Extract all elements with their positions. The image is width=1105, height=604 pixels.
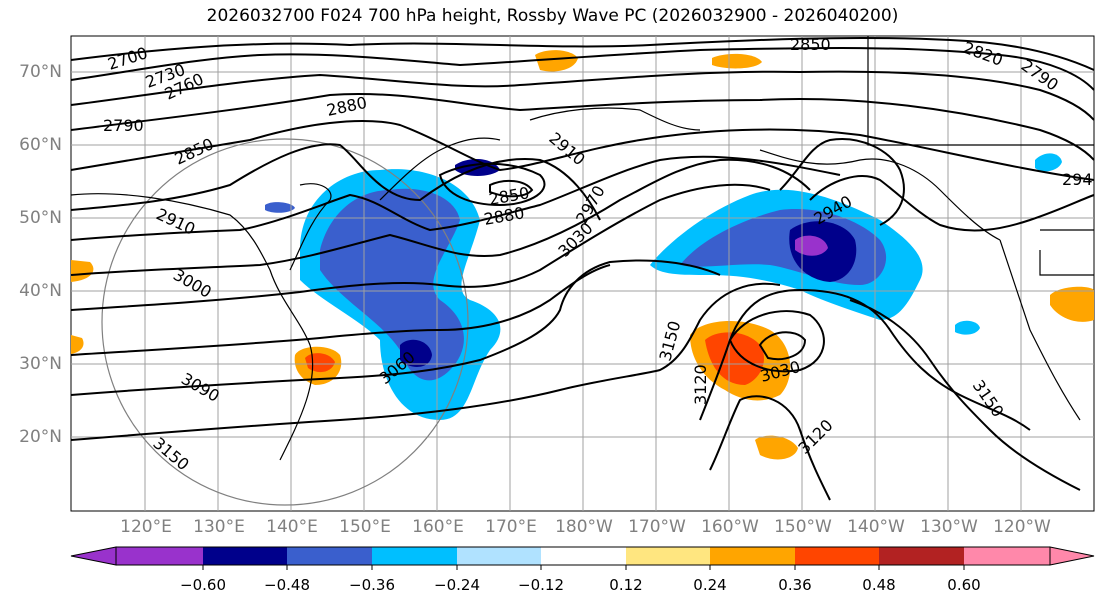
positive-anomaly-n bbox=[712, 53, 762, 69]
positive-anomaly-central-core bbox=[705, 332, 765, 385]
positive-anomaly-east-edge bbox=[1050, 286, 1094, 322]
colorbar-min-arrow bbox=[70, 546, 117, 566]
colorbar-tick-label: 0.36 bbox=[778, 576, 812, 594]
contour-label: 294 bbox=[1062, 170, 1093, 189]
lon-label: 160°W bbox=[701, 517, 759, 537]
negative-anomaly-east-peak bbox=[795, 235, 828, 256]
colorbar-bin bbox=[879, 547, 964, 565]
map-plot: 2700 2730 2760 2790 2850 2880 2910 2850 … bbox=[70, 35, 1095, 512]
colorbar-bin bbox=[457, 547, 541, 565]
negative-anomaly-small-ne bbox=[1035, 153, 1062, 172]
lat-label: 30°N bbox=[19, 354, 62, 374]
negative-anomaly-small-w bbox=[265, 202, 295, 213]
positive-anomaly-west-edge-2 bbox=[71, 335, 84, 354]
lon-label: 140°E bbox=[266, 517, 318, 537]
colorbar-tick-label: −0.60 bbox=[180, 576, 226, 594]
anomaly-shading bbox=[71, 50, 1094, 460]
colorbar-tick-label: −0.24 bbox=[434, 576, 480, 594]
colorbar-tick-label: −0.36 bbox=[349, 576, 395, 594]
colorbar-bin bbox=[710, 547, 795, 565]
lat-label: 50°N bbox=[19, 208, 62, 228]
colorbar-max-arrow bbox=[1049, 546, 1095, 566]
colorbar-tick-label: −0.48 bbox=[264, 576, 310, 594]
contour-label: 2850 bbox=[790, 35, 831, 54]
colorbar-tick-label: 0.12 bbox=[609, 576, 643, 594]
highlight-circle bbox=[101, 138, 469, 506]
lon-label: 170°W bbox=[628, 517, 686, 537]
lat-label: 40°N bbox=[19, 281, 62, 301]
colorbar-tick-label: 0.48 bbox=[862, 576, 896, 594]
lat-label: 20°N bbox=[19, 427, 62, 447]
negative-anomaly-west-core bbox=[320, 188, 464, 381]
gridlines bbox=[71, 36, 1094, 511]
colorbar-tick-label: 0.24 bbox=[693, 576, 727, 594]
negative-anomaly-west-strong bbox=[400, 339, 432, 367]
colorbar-tick-label: 0.60 bbox=[947, 576, 981, 594]
negative-anomaly-small-e bbox=[955, 320, 980, 335]
height-contours bbox=[70, 36, 1095, 501]
lon-label: 150°W bbox=[774, 517, 832, 537]
colorbar-frame bbox=[115, 546, 1051, 566]
lon-label: 120°E bbox=[120, 517, 172, 537]
colorbar-ticks bbox=[202, 565, 965, 570]
contour-label: 3120 bbox=[691, 364, 710, 405]
colorbar-bin bbox=[287, 547, 372, 565]
lat-label: 70°N bbox=[19, 62, 62, 82]
lon-label: 130°E bbox=[193, 517, 245, 537]
colorbar-bin bbox=[116, 547, 203, 565]
lon-label: 130°W bbox=[920, 517, 978, 537]
colorbar-bin bbox=[626, 547, 710, 565]
lon-label: 150°E bbox=[339, 517, 391, 537]
colorbar-bin bbox=[372, 547, 457, 565]
colorbar-bin bbox=[541, 547, 626, 565]
lon-label: 160°E bbox=[412, 517, 464, 537]
colorbar-bin bbox=[964, 547, 1050, 565]
lon-label: 180°W bbox=[555, 517, 613, 537]
positive-anomaly-nw bbox=[535, 50, 578, 72]
lat-label: 60°N bbox=[19, 135, 62, 155]
positive-anomaly-south bbox=[755, 435, 798, 460]
colorbar-bin bbox=[203, 547, 287, 565]
colorbar-bin bbox=[795, 547, 879, 565]
map-title: 2026032700 F024 700 hPa height, Rossby W… bbox=[206, 6, 899, 26]
lon-label: 140°W bbox=[847, 517, 905, 537]
lon-label: 170°E bbox=[485, 517, 537, 537]
lon-label: 120°W bbox=[993, 517, 1051, 537]
contour-label: 2790 bbox=[103, 116, 144, 135]
colorbar-tick-label: −0.12 bbox=[518, 576, 564, 594]
positive-anomaly-west-edge bbox=[71, 260, 94, 282]
